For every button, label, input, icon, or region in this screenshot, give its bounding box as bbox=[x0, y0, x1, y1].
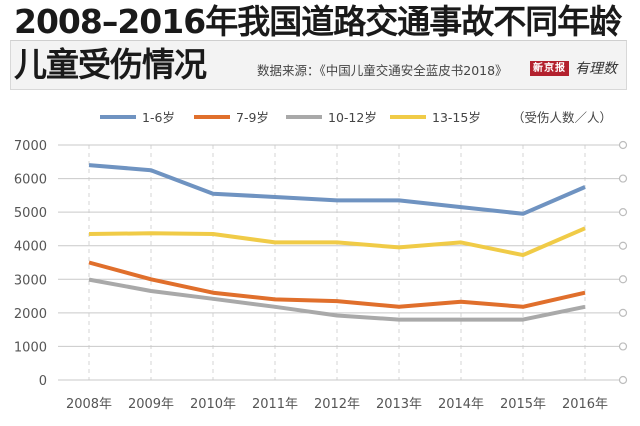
x-tick-label: 2015年 bbox=[500, 397, 546, 412]
gridline-end-marker bbox=[618, 174, 628, 183]
gridline-end-marker bbox=[618, 308, 628, 317]
y-tick-label: 6000 bbox=[14, 173, 47, 188]
gridline-end-marker bbox=[618, 275, 628, 284]
gridline-end-marker bbox=[618, 140, 628, 150]
chart-title-line1: 2008–2016年我国道路交通事故不同年龄 bbox=[14, 2, 622, 41]
x-tick-label: 2013年 bbox=[376, 397, 422, 412]
y-axis-ticks: 0 1000 2000 3000 4000 5000 6000 7000 bbox=[14, 139, 47, 389]
y-tick-label: 3000 bbox=[14, 273, 47, 288]
x-tick-label: 2010年 bbox=[190, 397, 236, 412]
x-tick-label: 2008年 bbox=[66, 397, 112, 412]
gridline-end-marker bbox=[618, 342, 628, 351]
gridline-end-marker bbox=[618, 208, 628, 217]
header-box bbox=[10, 40, 627, 90]
brand-logo: 新京报 bbox=[530, 61, 569, 76]
x-tick-label: 2009年 bbox=[128, 397, 174, 412]
x-tick-label: 2014年 bbox=[438, 397, 484, 412]
y-tick-label: 0 bbox=[39, 374, 47, 389]
horizontal-gridlines bbox=[58, 140, 628, 385]
data-source: 数据来源：《中国儿童交通安全蓝皮书2018》 bbox=[257, 63, 508, 78]
y-tick-label: 1000 bbox=[14, 340, 47, 355]
x-tick-label: 2012年 bbox=[314, 397, 360, 412]
legend: 1-6岁 7-9岁 10-12岁 13-15岁 （受伤人数／人） bbox=[100, 110, 612, 125]
vertical-gridlines bbox=[88, 145, 586, 380]
y-tick-label: 7000 bbox=[14, 139, 47, 154]
legend-label: 13-15岁 bbox=[432, 110, 481, 125]
legend-label: 1-6岁 bbox=[142, 110, 175, 125]
chart-title-line2: 儿童受伤情况 bbox=[14, 45, 207, 84]
gridline-end-marker bbox=[618, 241, 628, 250]
y-tick-label: 4000 bbox=[14, 240, 47, 255]
x-tick-label: 2016年 bbox=[562, 397, 608, 412]
column-logo: 有理数 bbox=[575, 61, 617, 77]
gridline-end-marker bbox=[618, 375, 628, 385]
legend-label: 10-12岁 bbox=[328, 110, 377, 125]
legend-label: 7-9岁 bbox=[236, 110, 269, 125]
unit-label: （受伤人数／人） bbox=[512, 110, 612, 125]
y-tick-label: 2000 bbox=[14, 307, 47, 322]
x-axis-ticks: 2008年 2009年 2010年 2011年 2012年 2013年 2014年 2015年… bbox=[66, 397, 608, 412]
series-lines bbox=[88, 163, 586, 322]
x-tick-label: 2011年 bbox=[252, 397, 298, 412]
y-tick-label: 5000 bbox=[14, 206, 47, 221]
